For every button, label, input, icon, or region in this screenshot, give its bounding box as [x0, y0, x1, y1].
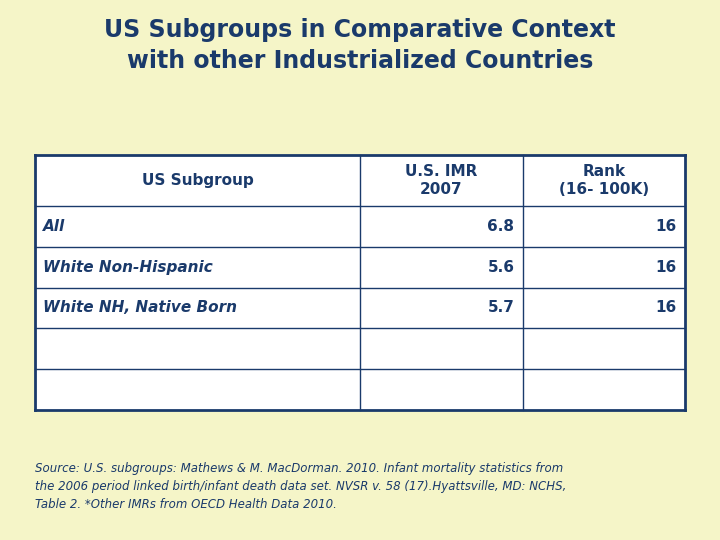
Text: Source: U.S. subgroups: Mathews & M. MacDorman. 2010. Infant mortality statistic: Source: U.S. subgroups: Mathews & M. Mac… — [35, 462, 567, 511]
Text: Rank
(16- 100K): Rank (16- 100K) — [559, 164, 649, 197]
Text: U.S. IMR
2007: U.S. IMR 2007 — [405, 164, 477, 197]
Text: 5.6: 5.6 — [487, 260, 515, 275]
Text: White NH, Native Born: White NH, Native Born — [43, 300, 237, 315]
Text: All: All — [43, 219, 66, 234]
Text: 16: 16 — [656, 219, 677, 234]
Text: 16: 16 — [656, 300, 677, 315]
Text: 6.8: 6.8 — [487, 219, 515, 234]
Text: US Subgroup: US Subgroup — [142, 173, 253, 188]
Bar — [35, 155, 685, 410]
Text: 5.7: 5.7 — [487, 300, 515, 315]
Text: White Non-Hispanic: White Non-Hispanic — [43, 260, 212, 275]
Text: 16: 16 — [656, 260, 677, 275]
Text: US Subgroups in Comparative Context
with other Industrialized Countries: US Subgroups in Comparative Context with… — [104, 18, 616, 73]
